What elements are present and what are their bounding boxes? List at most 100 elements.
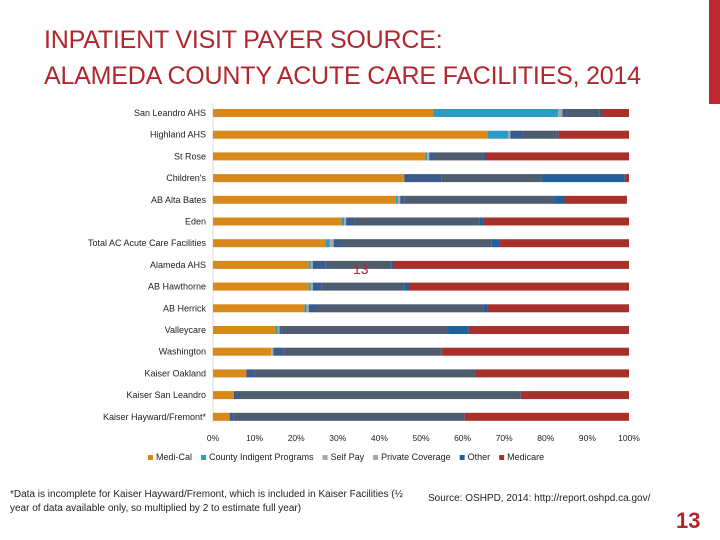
bar-segment: [213, 412, 230, 421]
page-number: 13: [676, 508, 701, 533]
bar-segment: [213, 369, 247, 378]
bar-segment: [483, 217, 629, 226]
legend-label: Medicare: [507, 452, 544, 462]
bar-segment: [429, 152, 434, 161]
bar-segment: [277, 326, 280, 334]
title-line-2: ALAMEDA COUNTY ACUTE CARE FACILITIES, 20…: [44, 62, 641, 90]
x-tick-label: 90%: [579, 433, 596, 443]
bar-segment: [554, 195, 565, 204]
category-label: San Leandro AHS: [134, 108, 206, 118]
bar-segment: [500, 239, 629, 248]
x-tick-label: 0%: [207, 433, 220, 443]
bar-segment: [308, 304, 317, 313]
bar-segment: [246, 369, 255, 378]
bar-segment: [400, 195, 405, 204]
slide-title: INPATIENT VISIT PAYER SOURCE: ALAMEDA CO…: [44, 22, 684, 94]
bar-segment: [308, 260, 311, 269]
bar-segment: [233, 412, 465, 421]
bar-segment: [213, 326, 276, 334]
category-label: Highland AHS: [150, 130, 206, 140]
bar-segment: [433, 152, 484, 161]
bar-segment: [213, 130, 488, 139]
legend-swatch: [373, 455, 379, 460]
legend-swatch: [499, 455, 505, 460]
x-tick-label: 40%: [371, 433, 388, 443]
category-label: Total AC Acute Care Facilities: [88, 238, 207, 248]
x-tick-label: 20%: [288, 433, 305, 443]
bar-segment: [312, 260, 326, 269]
source-citation: Source: OSHPD, 2014: http://report.oshpd…: [428, 493, 651, 504]
bar-segment: [541, 174, 625, 183]
bar-segment: [229, 412, 234, 421]
bar-segment: [213, 174, 405, 183]
bar-segment: [468, 326, 629, 334]
x-tick-label: 50%: [412, 433, 429, 443]
bar-segment: [566, 109, 600, 117]
bar-segment: [354, 217, 480, 226]
bar-segment: [441, 174, 542, 183]
legend-swatch: [148, 455, 153, 460]
bar-segment: [558, 109, 563, 117]
bar-segment: [213, 391, 234, 400]
bar-segment: [312, 282, 322, 291]
footnote: *Data is incomplete for Kaiser Hayward/F…: [10, 489, 403, 514]
legend-label: Other: [468, 452, 491, 462]
bar-segment: [341, 217, 345, 226]
bar-segment: [325, 260, 392, 269]
legend-label: County Indigent Programs: [209, 452, 314, 462]
bar-segment: [441, 347, 629, 356]
bar-segment: [213, 217, 342, 226]
category-label: St Rose: [174, 151, 206, 161]
legend-swatch: [459, 455, 465, 460]
bar-segment: [475, 369, 629, 378]
legend-swatch: [201, 455, 207, 460]
bar-segment: [404, 174, 442, 183]
bar-segment: [325, 239, 330, 248]
bar-segment: [393, 260, 629, 269]
category-label: AB Hawthorne: [148, 282, 206, 292]
bar-segment: [562, 109, 567, 117]
legend-label: Medi-Cal: [156, 452, 192, 462]
x-tick-label: 80%: [537, 433, 554, 443]
bar-segment: [310, 282, 313, 291]
bar-segment: [448, 326, 469, 334]
category-label: AB Herrick: [163, 303, 207, 313]
bar-segment: [487, 130, 509, 139]
bar-segment: [391, 260, 394, 269]
category-label: Kaiser Oakland: [144, 368, 206, 378]
bar-segment: [329, 239, 334, 248]
bar-segment: [213, 152, 426, 161]
bar-segment: [556, 130, 559, 139]
x-tick-label: 70%: [496, 433, 513, 443]
legend-label: Private Coverage: [381, 452, 451, 462]
bar-segment: [398, 195, 401, 204]
bar-segment: [341, 239, 492, 248]
bar-segment: [254, 369, 476, 378]
bar-segment: [558, 130, 629, 139]
bar-segment: [275, 326, 278, 334]
x-tick-label: 10%: [246, 433, 263, 443]
category-label: Children's: [166, 173, 206, 183]
bar-segment: [464, 412, 629, 421]
bar-segment: [281, 326, 449, 334]
accent-bar: [709, 0, 720, 104]
bar-segment: [601, 109, 629, 117]
bar-segment: [344, 217, 347, 226]
x-tick-label: 100%: [618, 433, 640, 443]
category-label: Eden: [185, 217, 206, 227]
bar-segment: [408, 282, 629, 291]
bar-segment: [213, 239, 326, 248]
bar-segment: [213, 195, 397, 204]
legend-label: Self Pay: [331, 452, 365, 462]
bar-segment: [564, 195, 627, 204]
bar-segment: [433, 109, 559, 117]
bar-segment: [404, 282, 409, 291]
overlay-page-number: 13: [353, 261, 369, 277]
bar-segment: [346, 217, 355, 226]
bar-segment: [317, 304, 484, 313]
bar-segment: [487, 304, 629, 313]
bar-segment: [273, 347, 284, 356]
category-label: Washington: [159, 347, 206, 357]
bar-segment: [304, 304, 307, 313]
bar-segment: [404, 195, 555, 204]
